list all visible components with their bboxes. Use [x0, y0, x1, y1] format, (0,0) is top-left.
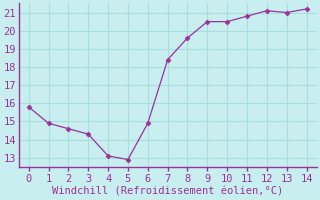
X-axis label: Windchill (Refroidissement éolien,°C): Windchill (Refroidissement éolien,°C)	[52, 187, 283, 197]
